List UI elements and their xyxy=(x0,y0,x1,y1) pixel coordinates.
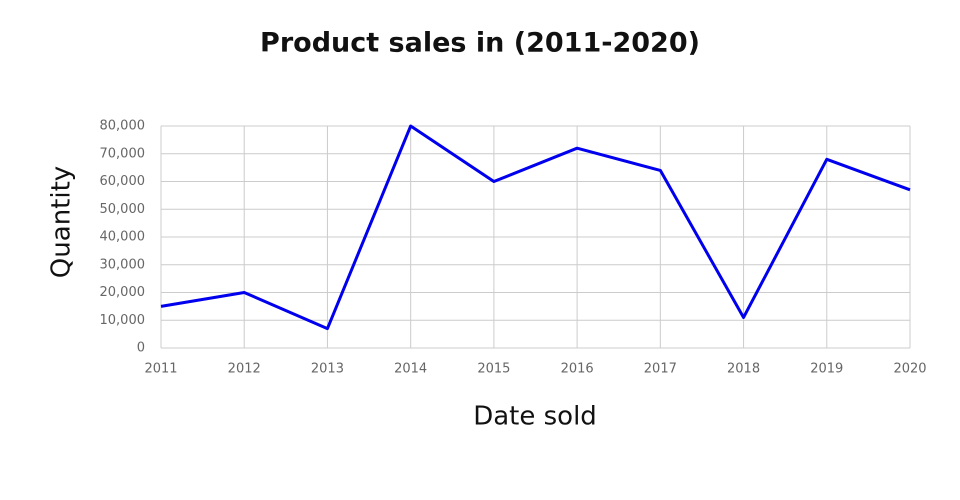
y-tick-label: 10,000 xyxy=(100,313,146,328)
x-tick-label: 2014 xyxy=(394,362,427,377)
line-series xyxy=(160,124,911,331)
x-tick-label: 2019 xyxy=(810,362,843,377)
y-tick-label: 0 xyxy=(137,341,145,356)
x-tick-label: 2018 xyxy=(727,362,760,377)
chart-title: Product sales in (2011-2020) xyxy=(260,28,700,59)
x-tick-label: 2011 xyxy=(144,362,177,377)
y-tick-label: 50,000 xyxy=(100,202,146,217)
y-tick-label: 40,000 xyxy=(100,230,146,245)
x-tick-label: 2016 xyxy=(561,362,594,377)
y-tick-label: 20,000 xyxy=(100,285,146,300)
y-tick-label: 30,000 xyxy=(100,257,146,272)
y-axis-label: Quantity xyxy=(47,166,77,278)
y-tick-label: 60,000 xyxy=(100,174,146,189)
x-axis-label: Date sold xyxy=(473,402,597,432)
x-tick-label: 2020 xyxy=(893,362,926,377)
x-tick-label: 2015 xyxy=(477,362,510,377)
x-tick-label: 2017 xyxy=(644,362,677,377)
y-tick-label: 70,000 xyxy=(100,146,146,161)
x-tick-label: 2012 xyxy=(228,362,261,377)
x-tick-label: 2013 xyxy=(311,362,344,377)
y-tick-label: 80,000 xyxy=(100,119,146,134)
